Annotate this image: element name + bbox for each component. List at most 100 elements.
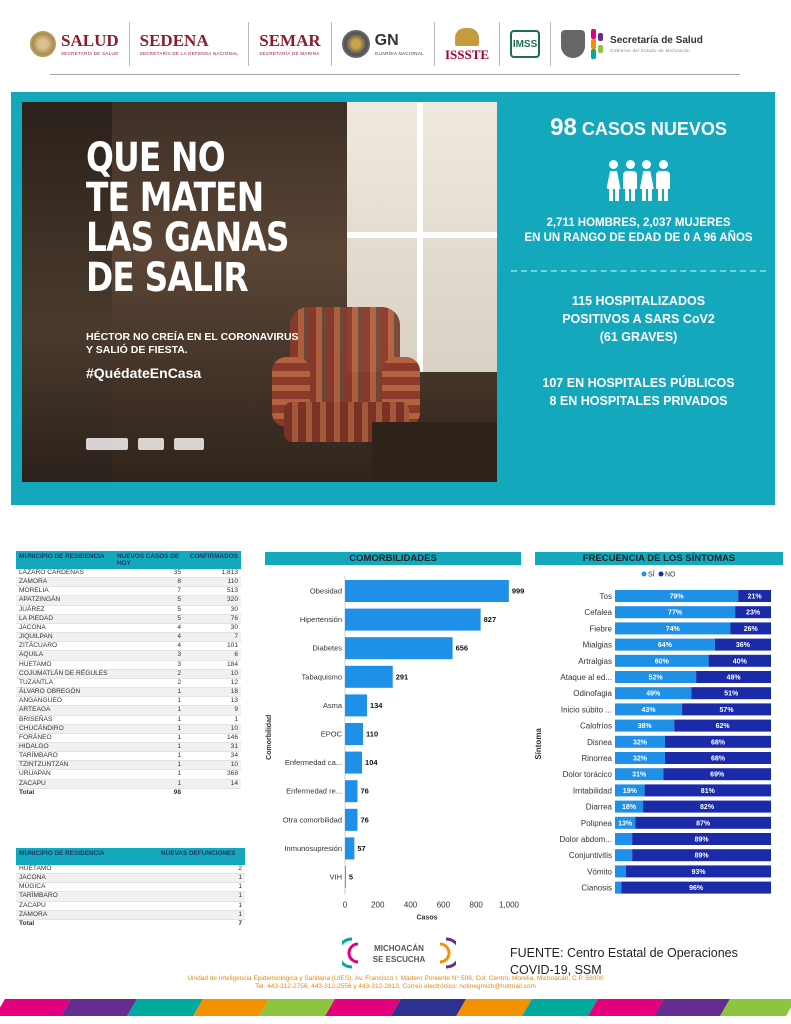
cell-nuevos: 1 [114,724,184,734]
bar-si [615,638,715,651]
category-label: Disnea [587,738,612,747]
logo-imss: IMSS [500,22,552,66]
guardia-emblem-icon [341,30,370,58]
cell-confirmados: 10 [184,724,241,734]
x-tick-label: 400 [404,901,418,910]
cell-nuevos: 2 [114,669,184,679]
cell-nuevos: 3 [114,660,184,670]
data-label: 104 [365,758,378,767]
cell-confirmados: 184 [184,660,241,670]
cell-nuevos: 1 [114,760,184,771]
table-row: ZAMORA 1 [16,910,245,920]
table-row: TARÍMBARO 1 34 [16,751,241,762]
deaths-table: MUNICIPIO DE RESIDENCIA NUEVAS DEFUNCION… [16,848,245,929]
category-label: Cefalea [584,608,612,617]
bar-si [615,784,645,797]
table-row: TZINTZUNTZAN 1 10 [16,760,241,771]
data-label-no: 89% [695,853,710,860]
cell-municipio: ZACAPU [16,779,114,789]
category-label: Tabaquismo [302,672,342,681]
data-label-si: 64% [658,642,673,649]
category-label: Diarrea [586,803,613,812]
cell-municipio: APATZINGÁN [16,595,114,606]
bar [345,808,358,831]
data-label: 76 [360,787,368,796]
bar-no [644,784,771,797]
cell-municipio: JACONA [16,623,114,634]
table-row: HUETAMO 2 [16,865,245,875]
legend-no-label: NO [665,572,676,579]
data-label-si: 13% [618,820,633,827]
total-row: Total 98 [16,788,241,797]
cell-confirmados: 7 [184,632,241,643]
footer-address: Unidad de Inteligencia Epidemiológica y … [187,975,604,990]
table-row: ZACAPU 1 [16,901,245,911]
category-label: Cianosis [581,884,612,893]
bar-si [615,816,636,829]
cell-confirmados: 1,813 [184,569,241,579]
category-label: Obesidad [310,587,342,596]
logo-issste: ISSSTE [435,22,501,66]
cell-nuevos: 1 [114,751,184,762]
cell-municipio: LA PIEDAD [16,614,114,624]
data-label-no: 57% [720,707,735,714]
table-row: ZAMORA 8 110 [16,577,241,588]
table-row: HUETAMO 3 184 [16,660,241,670]
category-label: Tos [600,592,612,601]
cell-nuevos: 1 [114,715,184,725]
data-label: 291 [396,672,409,681]
bar-si [615,606,736,619]
bar-si [615,719,675,732]
data-label: 110 [366,730,378,739]
data-label-no: 68% [711,756,726,763]
data-label-no: 87% [696,820,711,827]
cell-municipio: ARTEAGA [16,705,114,716]
category-label: Hipertensión [300,615,342,624]
x-axis-label: Casos [416,915,437,922]
cell-municipio: ZITÁCUARO [16,641,114,652]
campaign-hashtag: #QuédateEnCasa [86,365,202,381]
data-label-si: 43% [642,707,657,714]
bar [345,866,346,888]
category-label: Diabetes [312,644,342,653]
table-row: FORÁNEO 1 146 [16,733,241,743]
source-note: FUENTE: Centro Estatal de Operaciones CO… [510,946,738,977]
cell-confirmados: 513 [184,586,241,597]
cell-municipio: ÁLVARO OBREGÓN [16,687,114,698]
cell-confirmados: 320 [184,595,241,606]
cell-municipio: BRISEÑAS [16,715,114,725]
cell-municipio: JACONA [16,873,158,884]
cell-confirmados: 30 [184,605,241,615]
bar-no [730,622,771,635]
data-label: 827 [484,615,497,624]
cell-confirmados: 34 [184,751,241,762]
cell-municipio: HUETAMO [16,865,158,875]
bar-no [625,865,771,878]
table-row: ARTEAGA 1 9 [16,705,241,716]
header-logos: SALUD SECRETARÍA DE SALUD SEDENA SECRETARÍ… [20,18,775,70]
bar [345,751,363,774]
data-label-si: 38% [638,723,653,730]
data-label: 76 [360,815,368,824]
data-label-si: 60% [655,658,670,665]
cell-nuevos: 1 [114,705,184,716]
cell-municipio: TUZANTLA [16,678,114,689]
category-label: Conjuntivitis [569,851,612,860]
cell-confirmados: 101 [184,641,241,652]
cell-municipio: LÁZARO CÁRDENAS [16,569,114,579]
table-row: JACONA 1 [16,873,245,884]
cell-nuevos: 5 [114,605,184,615]
cell-confirmados: 30 [184,623,241,634]
cell-municipio: ANGANGUEO [16,696,114,707]
bar-si [615,687,692,700]
col-defunciones: NUEVAS DEFUNCIONES [158,848,245,865]
category-label: Vómito [587,867,612,876]
bar-no [708,654,771,667]
color-stripe [0,999,791,1016]
total-row: Total 7 [16,919,245,929]
cell-confirmados: 14 [184,779,241,789]
table-row: HIDALGO 1 31 [16,742,241,753]
data-label-si: 19% [623,788,638,795]
bar-no [664,752,771,764]
category-label: EPOC [321,730,343,739]
